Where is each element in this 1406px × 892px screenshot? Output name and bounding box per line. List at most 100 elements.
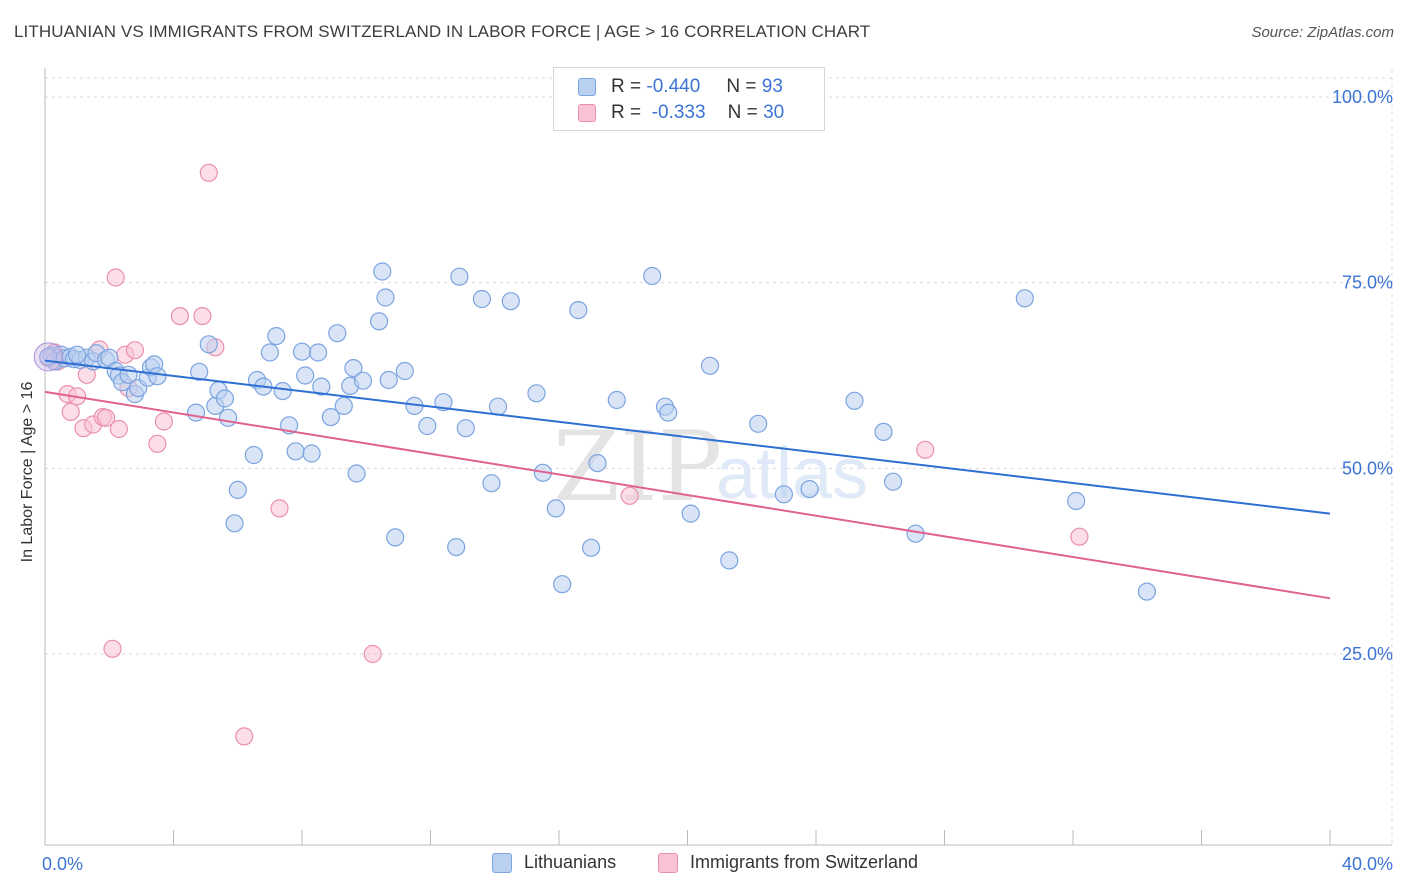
lithuanian-point <box>1067 491 1086 511</box>
legend-label-lithuanians: Lithuanians <box>524 852 617 872</box>
y-tick-label: 50.0% <box>1342 458 1393 478</box>
lithuanian-point <box>643 266 662 286</box>
x-tick-label: 0.0% <box>42 854 83 874</box>
lithuanian-point <box>501 292 520 311</box>
watermark: ZIP atlas <box>553 411 868 523</box>
lithuanian-point <box>219 408 238 427</box>
switzerland-point <box>148 434 167 453</box>
n-label: N = <box>727 102 758 123</box>
lithuanian-point <box>774 485 794 504</box>
lithuanian-point <box>588 454 607 473</box>
lithuanian-point <box>376 288 395 307</box>
lithuanian-point <box>199 335 218 354</box>
trend-line-switzerland <box>44 390 1331 600</box>
legend-label-switzerland: Immigrants from Switzerland <box>690 852 919 872</box>
lithuanian-point <box>581 538 601 557</box>
lithuanian-point <box>546 499 565 518</box>
y-tick-label: 100.0% <box>1332 87 1393 107</box>
switzerland-point <box>106 268 125 287</box>
lithuanian-point <box>353 371 373 390</box>
y-tick-label: 25.0% <box>1342 644 1393 664</box>
lithuanian-point <box>553 575 572 594</box>
lithuanian-point <box>215 389 234 408</box>
lithuanian-point <box>1137 582 1157 601</box>
lithuanian-point <box>190 362 209 381</box>
lithuanian-point <box>488 397 508 416</box>
n-value: 30 <box>763 102 785 123</box>
r-value: -0.440 <box>646 76 701 97</box>
lithuanian-point <box>883 472 903 491</box>
lithuanian-point <box>312 377 331 396</box>
lithuanian-point <box>700 356 720 375</box>
lithuanian-point <box>370 312 389 331</box>
stats-row-lithuanians: R = -0.440 N = 93 <box>578 75 783 99</box>
r-label: R = <box>611 102 642 123</box>
lithuanian-point <box>527 384 546 403</box>
axes <box>44 68 1392 846</box>
lithuanian-point <box>720 551 739 570</box>
lithuanian-point <box>749 414 768 433</box>
lithuanian-point <box>395 361 414 381</box>
switzerland-point <box>1070 527 1089 546</box>
lithuanian-point <box>260 343 279 362</box>
y-axis-label: In Labor Force | Age > 16 <box>19 381 36 563</box>
lithuanian-point <box>379 370 398 390</box>
lithuanian-point <box>225 514 244 533</box>
lithuanian-point <box>472 289 491 309</box>
lithuanian-point <box>273 382 292 401</box>
tick-labels: 25.0% 50.0% 75.0% 100.0% 0.0% 40.0% <box>42 87 1393 874</box>
switzerland-point <box>103 639 122 658</box>
lithuanian-point <box>447 537 466 557</box>
lithuanian-point <box>228 480 247 499</box>
lithuanian-point <box>186 403 206 422</box>
n-label: N = <box>726 76 757 97</box>
r-label: R = <box>611 76 642 97</box>
n-value: 93 <box>761 76 783 97</box>
gridlines <box>45 70 1393 845</box>
lithuanian-point <box>296 366 315 385</box>
lithuanian-point <box>244 445 263 465</box>
lithuanian-point <box>67 345 87 364</box>
switzerland-point <box>154 412 173 431</box>
lithuanian-point <box>386 528 405 547</box>
lithuanian-point <box>1015 289 1034 308</box>
lithuanian-point <box>569 301 588 320</box>
lithuanian-point <box>681 504 700 523</box>
legend-swatch-pink <box>658 852 678 873</box>
lithuanian-point <box>373 262 392 281</box>
chart-title: LITHUANIAN VS IMMIGRANTS FROM SWITZERLAN… <box>14 22 871 41</box>
lithuanian-point <box>874 422 893 441</box>
lithuanian-point <box>302 444 321 463</box>
lithuanian-point <box>347 464 366 483</box>
watermark-atlas: atlas <box>716 434 868 514</box>
lithuanian-point <box>309 343 328 362</box>
switzerland-point <box>193 307 212 326</box>
legend-swatch-blue <box>492 852 512 873</box>
switzerland-point <box>620 486 639 505</box>
switzerland-point <box>363 644 382 664</box>
lithuanian-point <box>148 367 167 386</box>
lithuanian-point <box>607 390 626 410</box>
switzerland-point <box>96 408 116 427</box>
x-tick-label: 40.0% <box>1342 854 1393 874</box>
lithuanian-point <box>292 342 312 361</box>
lithuanian-point <box>659 403 678 422</box>
lithuanian-point <box>267 327 286 346</box>
legend-item-lithuanians: Lithuanians <box>492 852 616 873</box>
switzerland-point <box>235 727 254 746</box>
lithuanian-point <box>434 393 453 412</box>
switzerland-point <box>61 402 80 421</box>
switzerland-point <box>270 499 289 518</box>
trend-line-lithuanians <box>44 359 1331 515</box>
stats-row-switzerland: R = -0.333 N = 30 <box>578 101 784 125</box>
watermark-zip: ZIP <box>553 411 722 523</box>
lithuanian-point <box>845 391 864 410</box>
lithuanian-point <box>119 365 138 384</box>
lithuanian-point <box>321 408 340 427</box>
cluster-point <box>33 342 63 372</box>
switzerland-point <box>125 341 144 360</box>
lithuanian-point <box>456 419 475 438</box>
chart-source: Source: ZipAtlas.com <box>1251 24 1394 41</box>
trend-lines <box>44 359 1331 600</box>
legend-item-switzerland: Immigrants from Switzerland <box>658 852 918 873</box>
